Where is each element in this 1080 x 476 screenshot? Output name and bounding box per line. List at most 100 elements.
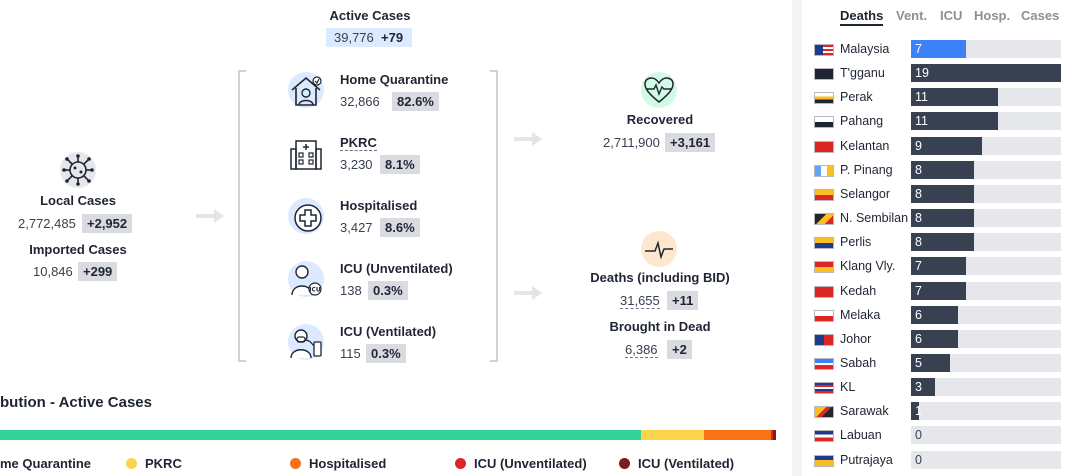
tab-cases[interactable]: Cases — [1021, 8, 1060, 23]
home-quarantine-icon — [288, 72, 324, 108]
state-flag-icon — [814, 261, 834, 274]
state-name: T'gganu — [840, 66, 885, 81]
state-sidebar: Deaths Vent. ICU Hosp. Cases Malaysia 7 T'… — [802, 0, 1080, 476]
active-cases-delta: +79 — [381, 30, 404, 45]
virus-icon — [60, 152, 96, 188]
state-bar-track: 9 — [911, 136, 1061, 155]
legend-dot — [126, 458, 137, 469]
state-value: 7 — [915, 259, 922, 274]
pkrc-pct: 8.1% — [380, 155, 420, 174]
home-quarantine-pct: 82.6% — [392, 92, 439, 111]
state-flag-icon — [814, 382, 834, 395]
deaths-label: Deaths (including BID) — [590, 270, 730, 285]
state-bar-fill — [911, 64, 1061, 83]
state-flag-icon — [814, 68, 834, 81]
state-flag-icon — [814, 309, 834, 322]
breakdown-row-home-quarantine: Home Quarantine 32,866 82.6% — [288, 70, 478, 115]
state-value: 0 — [915, 428, 922, 443]
state-value: 0 — [915, 452, 922, 467]
bid-value: 6,386 — [625, 342, 658, 358]
recovered-delta: +3,161 — [665, 133, 716, 152]
state-row[interactable]: Pahang 11 — [814, 112, 1062, 132]
state-value: 8 — [915, 162, 922, 177]
state-row[interactable]: Kedah 7 — [814, 281, 1062, 302]
legend-pkrc: PKRC — [126, 456, 182, 471]
distribution-segment — [0, 430, 641, 440]
state-bar-fill — [911, 88, 998, 107]
tab-vent[interactable]: Vent. — [896, 8, 928, 23]
state-row[interactable]: Selangor 8 — [814, 184, 1062, 205]
state-value: 6 — [915, 331, 922, 346]
state-row[interactable]: P. Pinang 8 — [814, 160, 1062, 181]
icu-unventilated-label: ICU (Unventilated) — [340, 261, 453, 276]
state-bar-fill — [911, 305, 959, 324]
tab-deaths[interactable]: Deaths — [840, 8, 884, 26]
state-name: Putrajaya — [840, 452, 893, 467]
state-row[interactable]: Malaysia 7 — [814, 40, 1062, 60]
state-bar-track: 0 — [911, 426, 1061, 445]
state-value: 1 — [915, 404, 922, 419]
state-bar-track: 8 — [911, 209, 1061, 228]
state-bar-track: 5 — [911, 353, 1061, 372]
state-row[interactable]: Kelantan 9 — [814, 136, 1062, 157]
icu-patient-icon: ICU — [288, 261, 324, 297]
heart-pulse-icon — [641, 72, 677, 108]
state-flag-icon — [814, 406, 834, 419]
state-flag-icon — [814, 188, 834, 201]
tab-icu[interactable]: ICU — [940, 8, 963, 23]
state-row[interactable]: T'gganu 19 — [814, 64, 1062, 84]
tab-hosp[interactable]: Hosp. — [974, 8, 1011, 23]
bid-delta: +2 — [667, 340, 692, 359]
state-row[interactable]: KL 3 — [814, 378, 1062, 398]
state-row[interactable]: Johor 6 — [814, 329, 1062, 350]
state-row[interactable]: Perak 11 — [814, 88, 1062, 108]
local-cases-value: 2,772,485 — [18, 216, 76, 231]
legend-label: ICU (Unventilated) — [474, 456, 587, 471]
state-flag-icon — [814, 140, 834, 153]
legend-icu-ventilated: ICU (Ventilated) — [619, 456, 734, 471]
state-bar-fill — [911, 378, 935, 397]
state-flag-icon — [814, 333, 834, 346]
legend-dot — [290, 458, 301, 469]
state-value: 6 — [915, 307, 922, 322]
state-name: Perak — [840, 90, 873, 105]
state-row[interactable]: Perlis 8 — [814, 233, 1062, 253]
distribution-segment — [770, 430, 773, 440]
state-name: Pahang — [840, 114, 884, 129]
breakdown-row-hospitalised: Hospitalised 3,427 8.6% — [288, 196, 478, 241]
state-bar-fill — [911, 184, 975, 203]
arrow-right-icon — [514, 132, 542, 146]
state-flag-icon — [814, 454, 834, 467]
legend-dot — [619, 458, 630, 469]
state-bar-track: 7 — [911, 257, 1061, 276]
state-bar-fill — [911, 160, 975, 179]
state-bar-track: 6 — [911, 305, 1061, 324]
pkrc-label: PKRC — [340, 135, 377, 151]
state-row[interactable]: Putrajaya 0 — [814, 450, 1062, 471]
state-bar-fill — [911, 353, 951, 372]
distribution-bar — [0, 430, 776, 440]
state-name: P. Pinang — [840, 162, 893, 177]
state-bar-track: 8 — [911, 184, 1061, 203]
state-bar-fill — [911, 136, 983, 155]
state-value: 7 — [915, 42, 922, 56]
hospitalised-pct: 8.6% — [380, 218, 420, 237]
state-row[interactable]: N. Sembilan 8 — [814, 209, 1062, 229]
state-row[interactable]: Melaka 6 — [814, 305, 1062, 326]
state-row[interactable]: Sarawak 1 — [814, 402, 1062, 422]
deaths-delta: +11 — [667, 291, 699, 310]
state-bar-track: 6 — [911, 329, 1061, 348]
state-value: 19 — [915, 66, 929, 81]
bracket-left — [238, 70, 246, 362]
state-row[interactable]: Sabah 5 — [814, 353, 1062, 374]
state-row[interactable]: Labuan 0 — [814, 426, 1062, 446]
state-flag-icon — [814, 237, 834, 250]
main-panel: Active Cases 39,776 +79 Local Cases 2,77… — [0, 8, 776, 471]
state-row[interactable]: Klang Vly. 7 — [814, 257, 1062, 277]
local-cases-label: Local Cases — [40, 193, 116, 208]
active-cases-box: 39,776 +79 — [326, 28, 412, 47]
home-quarantine-value: 32,866 — [340, 94, 380, 109]
recovered-value: 2,711,900 — [603, 135, 660, 150]
state-bar-track: 11 — [911, 112, 1061, 131]
state-value: 11 — [915, 114, 928, 129]
